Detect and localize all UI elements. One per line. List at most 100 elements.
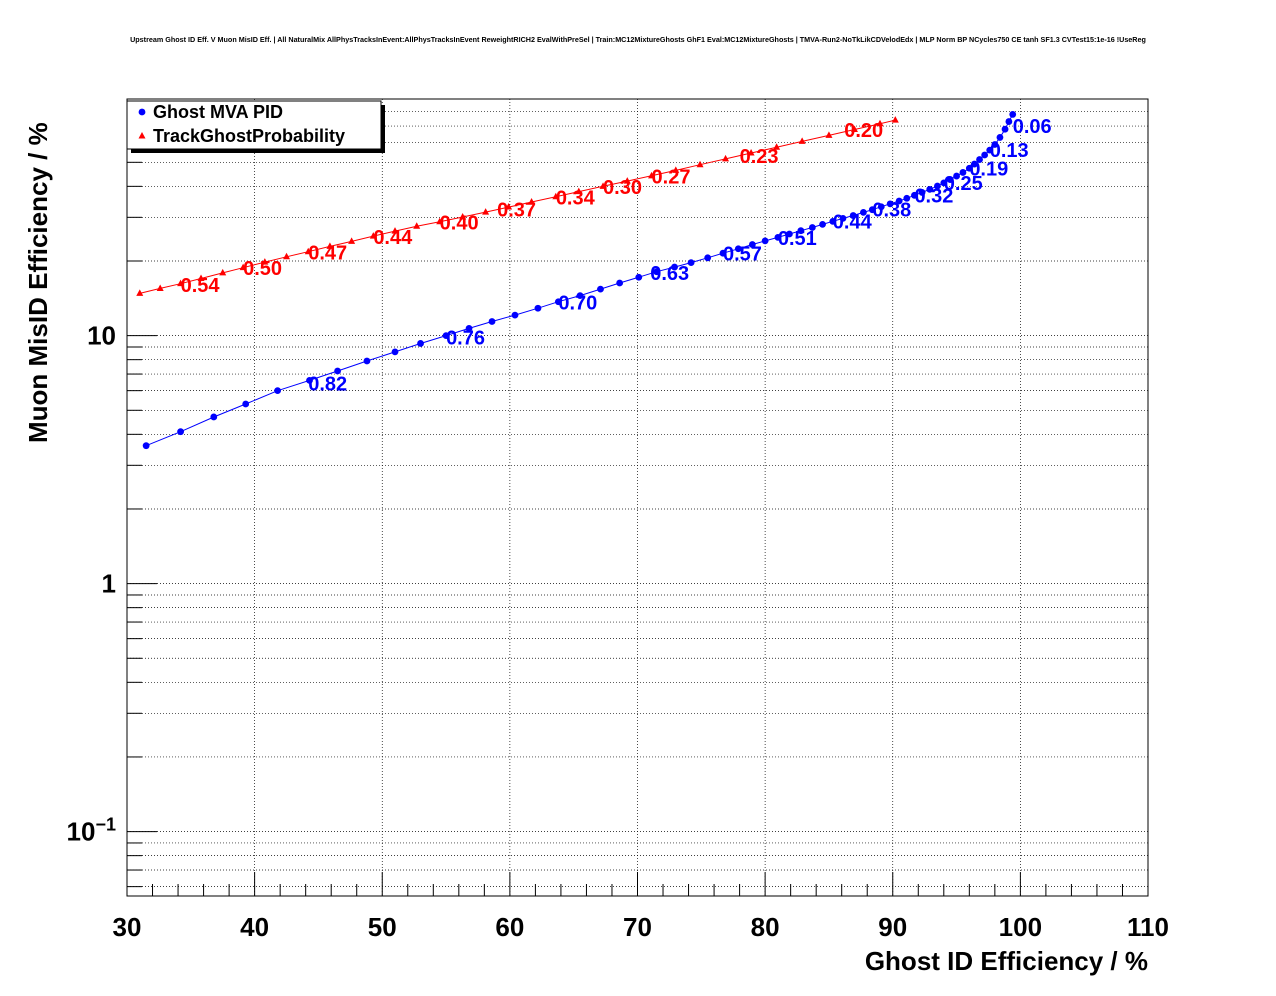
cut-value-label: 0.70 bbox=[558, 293, 597, 315]
data-point bbox=[482, 208, 490, 215]
cut-value-label: 0.32 bbox=[914, 185, 953, 207]
data-point bbox=[748, 241, 756, 248]
series-points bbox=[136, 111, 1017, 450]
x-tick-label: 50 bbox=[368, 912, 397, 942]
data-point bbox=[616, 279, 624, 287]
data-point bbox=[991, 141, 999, 148]
cut-value-label: 0.30 bbox=[603, 177, 642, 199]
data-point bbox=[996, 134, 1004, 141]
cut-value-label: 0.23 bbox=[740, 146, 779, 168]
legend-entry: Ghost MVA PID bbox=[153, 102, 283, 122]
data-point bbox=[671, 263, 678, 271]
data-point bbox=[465, 324, 473, 332]
data-point bbox=[177, 279, 185, 287]
data-point bbox=[534, 304, 542, 312]
data-point bbox=[599, 182, 607, 189]
data-point bbox=[261, 258, 269, 265]
data-point bbox=[981, 151, 989, 159]
data-point bbox=[511, 311, 519, 319]
y-tick-label: 10−1 bbox=[67, 815, 116, 847]
data-point bbox=[747, 149, 755, 156]
x-tick-label: 30 bbox=[113, 912, 142, 942]
cut-value-label: 0.76 bbox=[446, 327, 485, 349]
data-point bbox=[774, 233, 782, 241]
data-point bbox=[926, 185, 934, 193]
data-point bbox=[156, 284, 164, 291]
data-point bbox=[413, 222, 421, 229]
data-point bbox=[1005, 118, 1013, 125]
chart-title: Upstream Ghost ID Eff. V Muon MisID Eff.… bbox=[130, 35, 1146, 44]
data-point bbox=[210, 413, 218, 421]
data-point bbox=[785, 230, 793, 238]
data-point bbox=[442, 332, 450, 340]
x-tick-label: 40 bbox=[240, 912, 269, 942]
legend-box bbox=[126, 100, 382, 150]
data-point bbox=[761, 237, 769, 245]
data-point bbox=[798, 137, 806, 144]
data-point bbox=[976, 156, 983, 163]
cut-value-label: 0.34 bbox=[556, 187, 596, 209]
x-tick-label: 90 bbox=[878, 912, 907, 942]
legend-entry: TrackGhostProbability bbox=[153, 126, 345, 146]
data-point bbox=[825, 131, 833, 138]
data-point bbox=[219, 268, 227, 276]
cut-value-label: 0.20 bbox=[844, 120, 883, 142]
data-point bbox=[959, 169, 967, 176]
series-line-1 bbox=[139, 119, 896, 294]
data-point bbox=[672, 166, 680, 173]
cut-value-label: 0.19 bbox=[969, 158, 1008, 180]
cut-value-label: 0.51 bbox=[778, 228, 817, 250]
data-point bbox=[934, 182, 941, 190]
data-point bbox=[575, 187, 583, 195]
data-point bbox=[177, 428, 185, 436]
data-point bbox=[722, 154, 730, 162]
data-point bbox=[334, 367, 341, 375]
data-point bbox=[797, 227, 805, 235]
data-point bbox=[488, 318, 496, 325]
data-point bbox=[859, 209, 867, 216]
cut-value-label: 0.27 bbox=[652, 166, 691, 188]
data-point bbox=[136, 289, 144, 296]
data-point bbox=[849, 212, 857, 219]
data-point bbox=[850, 125, 858, 133]
data-point bbox=[986, 146, 994, 154]
data-point bbox=[242, 400, 250, 408]
data-point bbox=[886, 200, 894, 208]
data-point bbox=[391, 348, 399, 356]
data-point bbox=[554, 298, 562, 306]
legend-marker-triangle-icon bbox=[138, 132, 146, 139]
data-point bbox=[687, 259, 695, 267]
cut-value-label: 0.44 bbox=[373, 227, 413, 249]
x-tick-label: 70 bbox=[623, 912, 652, 942]
data-point bbox=[417, 340, 424, 347]
data-point bbox=[283, 252, 291, 260]
data-point bbox=[829, 217, 837, 225]
cut-value-label: 0.54 bbox=[181, 275, 221, 297]
data-point bbox=[505, 203, 513, 210]
data-point bbox=[839, 215, 847, 222]
data-point bbox=[274, 387, 281, 395]
data-point bbox=[576, 292, 584, 300]
cut-value-label: 0.13 bbox=[990, 140, 1029, 162]
data-point bbox=[635, 273, 643, 281]
cut-value-label: 0.63 bbox=[650, 263, 689, 285]
cut-value-label: 0.44 bbox=[833, 212, 873, 234]
data-point bbox=[819, 220, 826, 228]
data-point bbox=[648, 171, 656, 179]
cut-value-label: 0.37 bbox=[497, 200, 536, 222]
data-point bbox=[239, 263, 247, 271]
data-point bbox=[142, 442, 150, 450]
data-point bbox=[918, 189, 926, 196]
data-point bbox=[877, 203, 885, 211]
data-point bbox=[946, 176, 954, 183]
x-tick-label: 110 bbox=[1127, 912, 1169, 942]
data-point bbox=[719, 249, 727, 257]
y-tick-label: 10 bbox=[87, 321, 116, 351]
data-point bbox=[696, 160, 704, 168]
cut-value-label: 0.38 bbox=[872, 200, 911, 222]
legend-marker-circle-icon bbox=[138, 108, 146, 116]
data-point bbox=[653, 268, 661, 276]
y-tick-label: 1 bbox=[102, 569, 116, 599]
data-point bbox=[552, 192, 560, 200]
